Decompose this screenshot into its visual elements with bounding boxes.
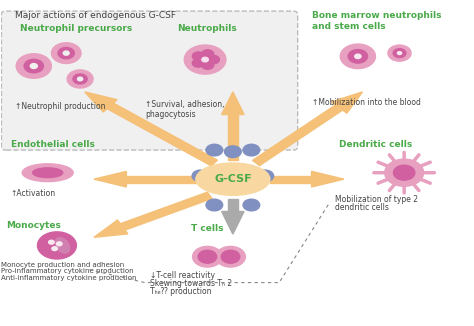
Text: ↑Survival, adhesion,: ↑Survival, adhesion, <box>145 100 224 109</box>
Polygon shape <box>107 103 218 166</box>
Circle shape <box>16 54 51 78</box>
Text: and stem cells: and stem cells <box>311 22 385 31</box>
Polygon shape <box>94 171 127 187</box>
Circle shape <box>192 59 204 67</box>
Polygon shape <box>127 176 196 183</box>
Text: Monocytes: Monocytes <box>6 221 61 230</box>
Polygon shape <box>222 92 244 114</box>
Text: ↑Mobilization into the blood: ↑Mobilization into the blood <box>311 98 420 107</box>
Circle shape <box>393 49 406 58</box>
Circle shape <box>225 146 241 157</box>
Circle shape <box>52 247 57 251</box>
Circle shape <box>243 199 260 211</box>
Circle shape <box>202 57 209 62</box>
Circle shape <box>201 61 214 69</box>
Text: Monocyte production and adhesion: Monocyte production and adhesion <box>1 261 125 268</box>
Circle shape <box>24 59 44 73</box>
Polygon shape <box>222 212 244 234</box>
Polygon shape <box>270 176 311 183</box>
Polygon shape <box>120 192 212 230</box>
Circle shape <box>216 246 246 267</box>
Circle shape <box>63 51 69 55</box>
Ellipse shape <box>196 163 270 195</box>
Circle shape <box>192 170 209 182</box>
Circle shape <box>348 50 367 63</box>
Circle shape <box>73 74 87 84</box>
Circle shape <box>393 165 415 180</box>
Circle shape <box>340 44 375 68</box>
Polygon shape <box>228 199 238 212</box>
Circle shape <box>397 52 401 54</box>
Text: ↓T-cell reactivity: ↓T-cell reactivity <box>149 271 215 280</box>
Text: ↑Activation: ↑Activation <box>10 189 56 198</box>
Text: Anti-inflammatory cytokine production: Anti-inflammatory cytokine production <box>1 274 137 280</box>
Ellipse shape <box>55 238 70 253</box>
Polygon shape <box>94 220 128 237</box>
Circle shape <box>49 240 54 244</box>
Circle shape <box>67 70 93 88</box>
Circle shape <box>192 246 222 267</box>
Text: G-CSF: G-CSF <box>214 174 252 184</box>
Polygon shape <box>228 114 238 160</box>
Circle shape <box>206 144 223 156</box>
Text: Pro-inflammatory cytokine production: Pro-inflammatory cytokine production <box>1 268 134 274</box>
Text: Neutrophils: Neutrophils <box>177 24 237 33</box>
Text: Neutrophil precursors: Neutrophil precursors <box>20 24 132 33</box>
Circle shape <box>221 250 240 263</box>
Text: ↑Neutrophil production: ↑Neutrophil production <box>15 102 106 111</box>
Text: Bone marrow neutrophils: Bone marrow neutrophils <box>311 11 441 20</box>
Circle shape <box>201 50 214 58</box>
Ellipse shape <box>33 168 63 178</box>
Polygon shape <box>331 92 363 113</box>
FancyBboxPatch shape <box>1 11 298 150</box>
Polygon shape <box>85 92 117 112</box>
Circle shape <box>388 45 411 61</box>
Circle shape <box>51 43 81 64</box>
Polygon shape <box>311 171 344 187</box>
Text: dendritic cells: dendritic cells <box>335 203 389 213</box>
Text: Mobilization of type 2: Mobilization of type 2 <box>335 195 418 204</box>
Circle shape <box>355 54 361 59</box>
Circle shape <box>37 232 76 259</box>
Ellipse shape <box>22 164 73 182</box>
Circle shape <box>257 170 273 182</box>
Circle shape <box>184 45 226 74</box>
Text: phagocytosis: phagocytosis <box>145 110 196 119</box>
Circle shape <box>77 77 82 81</box>
Circle shape <box>30 64 37 68</box>
Circle shape <box>58 47 74 59</box>
Circle shape <box>243 144 260 156</box>
Text: Endothelial cells: Endothelial cells <box>10 141 94 149</box>
Text: T cells: T cells <box>191 224 224 233</box>
Text: Tₕₑ⁇ production: Tₕₑ⁇ production <box>149 288 211 296</box>
Text: Skewing towards Tₕ 2: Skewing towards Tₕ 2 <box>149 279 232 289</box>
Circle shape <box>192 52 204 60</box>
Circle shape <box>385 159 424 186</box>
Circle shape <box>208 55 219 64</box>
Circle shape <box>206 199 223 211</box>
Circle shape <box>198 250 217 263</box>
Polygon shape <box>253 105 343 166</box>
Text: Dendritic cells: Dendritic cells <box>339 141 412 149</box>
Circle shape <box>56 242 62 246</box>
Text: Major actions of endogenous G-CSF: Major actions of endogenous G-CSF <box>15 11 176 20</box>
